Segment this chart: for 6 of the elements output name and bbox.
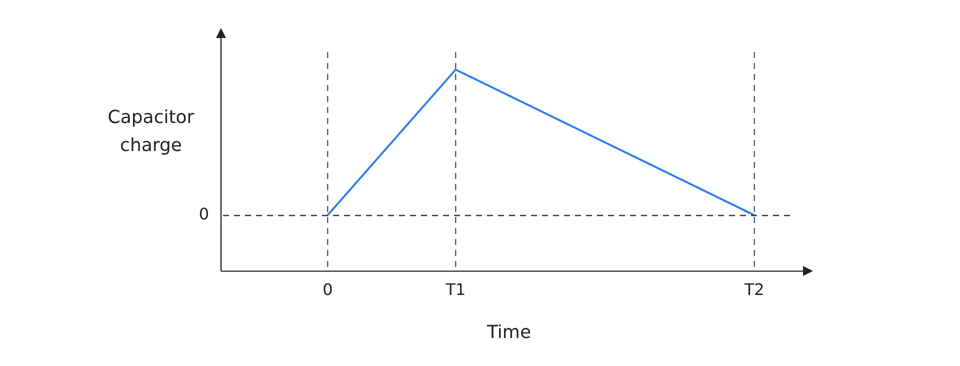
x-tick-label: T2 [743, 280, 764, 299]
y-axis-title: Capacitor charge [108, 107, 195, 156]
x-tick-label: 0 [322, 280, 333, 299]
x-tick-label: T1 [444, 280, 466, 299]
x-axis-title: Time [486, 322, 532, 343]
ref-line-label: 0 [198, 204, 209, 224]
